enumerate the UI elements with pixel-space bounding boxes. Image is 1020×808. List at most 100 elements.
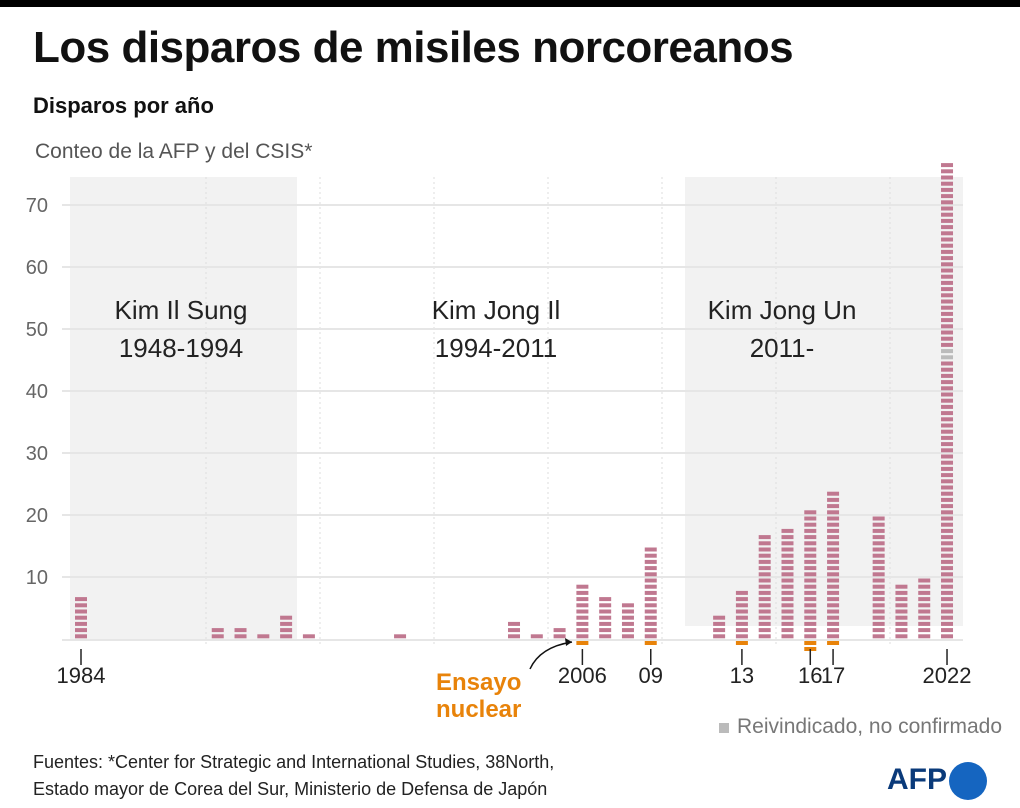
bar-2005 (553, 628, 566, 639)
bar-2012 (713, 615, 726, 639)
bar-2017 (827, 491, 840, 645)
bar-segment (644, 621, 657, 626)
bar-segment (644, 628, 657, 633)
bar-segment (872, 634, 885, 639)
bar-segment (553, 634, 566, 639)
bar-segment (941, 349, 954, 354)
logo-dot-icon (949, 762, 987, 800)
bar-segment (827, 516, 840, 521)
bar-segment (621, 634, 634, 639)
bar-segment (804, 553, 817, 558)
bar-segment (941, 398, 954, 403)
bar-segment (211, 634, 224, 639)
bar-segment (941, 274, 954, 279)
bar-segment (827, 522, 840, 527)
bar-segment (941, 522, 954, 527)
bar-segment (758, 547, 771, 552)
bar-segment (918, 609, 931, 614)
bar-segment (941, 187, 954, 192)
bar-segment (941, 578, 954, 583)
bar-segment (827, 572, 840, 577)
x-tick-label: 2022 (923, 663, 972, 688)
bar-2009 (644, 547, 657, 645)
bar-segment (758, 578, 771, 583)
bar-segment (941, 559, 954, 564)
bar-2008 (621, 603, 634, 639)
bar-segment (941, 175, 954, 180)
bar-segment (941, 609, 954, 614)
bar-segment (576, 584, 589, 589)
bar-segment (781, 572, 794, 577)
bar-segment (713, 621, 726, 626)
bar-1998 (394, 634, 407, 639)
bar-segment (576, 628, 589, 633)
bar-segment (576, 621, 589, 626)
bar-1994 (302, 634, 315, 639)
bar-segment (804, 541, 817, 546)
bar-segment (713, 634, 726, 639)
bar-segment (941, 318, 954, 323)
bar-segment (576, 603, 589, 608)
nuclear-test-marker (804, 641, 817, 645)
chart-title: Los disparos de misiles norcoreanos (33, 23, 794, 72)
bar-segment (644, 609, 657, 614)
bar-segment (941, 590, 954, 595)
bar-segment (941, 553, 954, 558)
bar-segment (621, 615, 634, 620)
legend: Reivindicado, no confirmado (719, 715, 1002, 739)
x-tick-label: 13 (730, 663, 754, 688)
bar-segment (758, 621, 771, 626)
bar-segment (781, 553, 794, 558)
afp-logo: AFP (887, 762, 987, 800)
bar-segment (872, 541, 885, 546)
bar-segment (599, 609, 612, 614)
bar-segment (941, 287, 954, 292)
bar-segment (576, 615, 589, 620)
bar-segment (941, 597, 954, 602)
era-name: Kim Jong Il (432, 295, 561, 325)
bar-segment (941, 454, 954, 459)
bar-segment (804, 559, 817, 564)
bar-segment (781, 566, 794, 571)
bar-segment (804, 535, 817, 540)
bar-segment (599, 603, 612, 608)
bar-segment (713, 628, 726, 633)
bar-segment (895, 634, 908, 639)
logo-text: AFP (887, 762, 947, 796)
bar-segment (941, 634, 954, 639)
bar-segment (941, 367, 954, 372)
bar-segment (758, 603, 771, 608)
bar-segment (941, 311, 954, 316)
bar-segment (576, 609, 589, 614)
bar-segment (827, 628, 840, 633)
bar-segment (941, 615, 954, 620)
bar-segment (941, 212, 954, 217)
bar-2022 (941, 163, 954, 639)
bar-segment (941, 386, 954, 391)
bar-segment (872, 566, 885, 571)
bar-segment (644, 603, 657, 608)
bar-segment (758, 634, 771, 639)
bar-segment (599, 621, 612, 626)
bar-segment (941, 479, 954, 484)
bar-segment (941, 336, 954, 341)
bar-segment (804, 566, 817, 571)
y-tick-label: 70 (26, 195, 48, 217)
bar-segment (804, 584, 817, 589)
bar-segment (280, 628, 293, 633)
bar-segment (530, 634, 543, 639)
bar-segment (804, 615, 817, 620)
bar-1984 (75, 597, 87, 639)
bar-segment (621, 621, 634, 626)
bar-segment (576, 590, 589, 595)
bar-segment (508, 628, 521, 633)
nuclear-test-label: Ensayo nuclear (436, 669, 521, 723)
bar-segment (872, 578, 885, 583)
bar-chart: 10 20 30 40 50 60 70 Kim Il Sung 1948-1994 Kim Jo… (26, 163, 972, 688)
bar-segment (804, 621, 817, 626)
bar-segment (941, 169, 954, 174)
chart-note: Conteo de la AFP y del CSIS* (35, 140, 313, 163)
bar-segment (941, 200, 954, 205)
bar-segment (508, 634, 521, 639)
bar-segment (508, 621, 521, 626)
